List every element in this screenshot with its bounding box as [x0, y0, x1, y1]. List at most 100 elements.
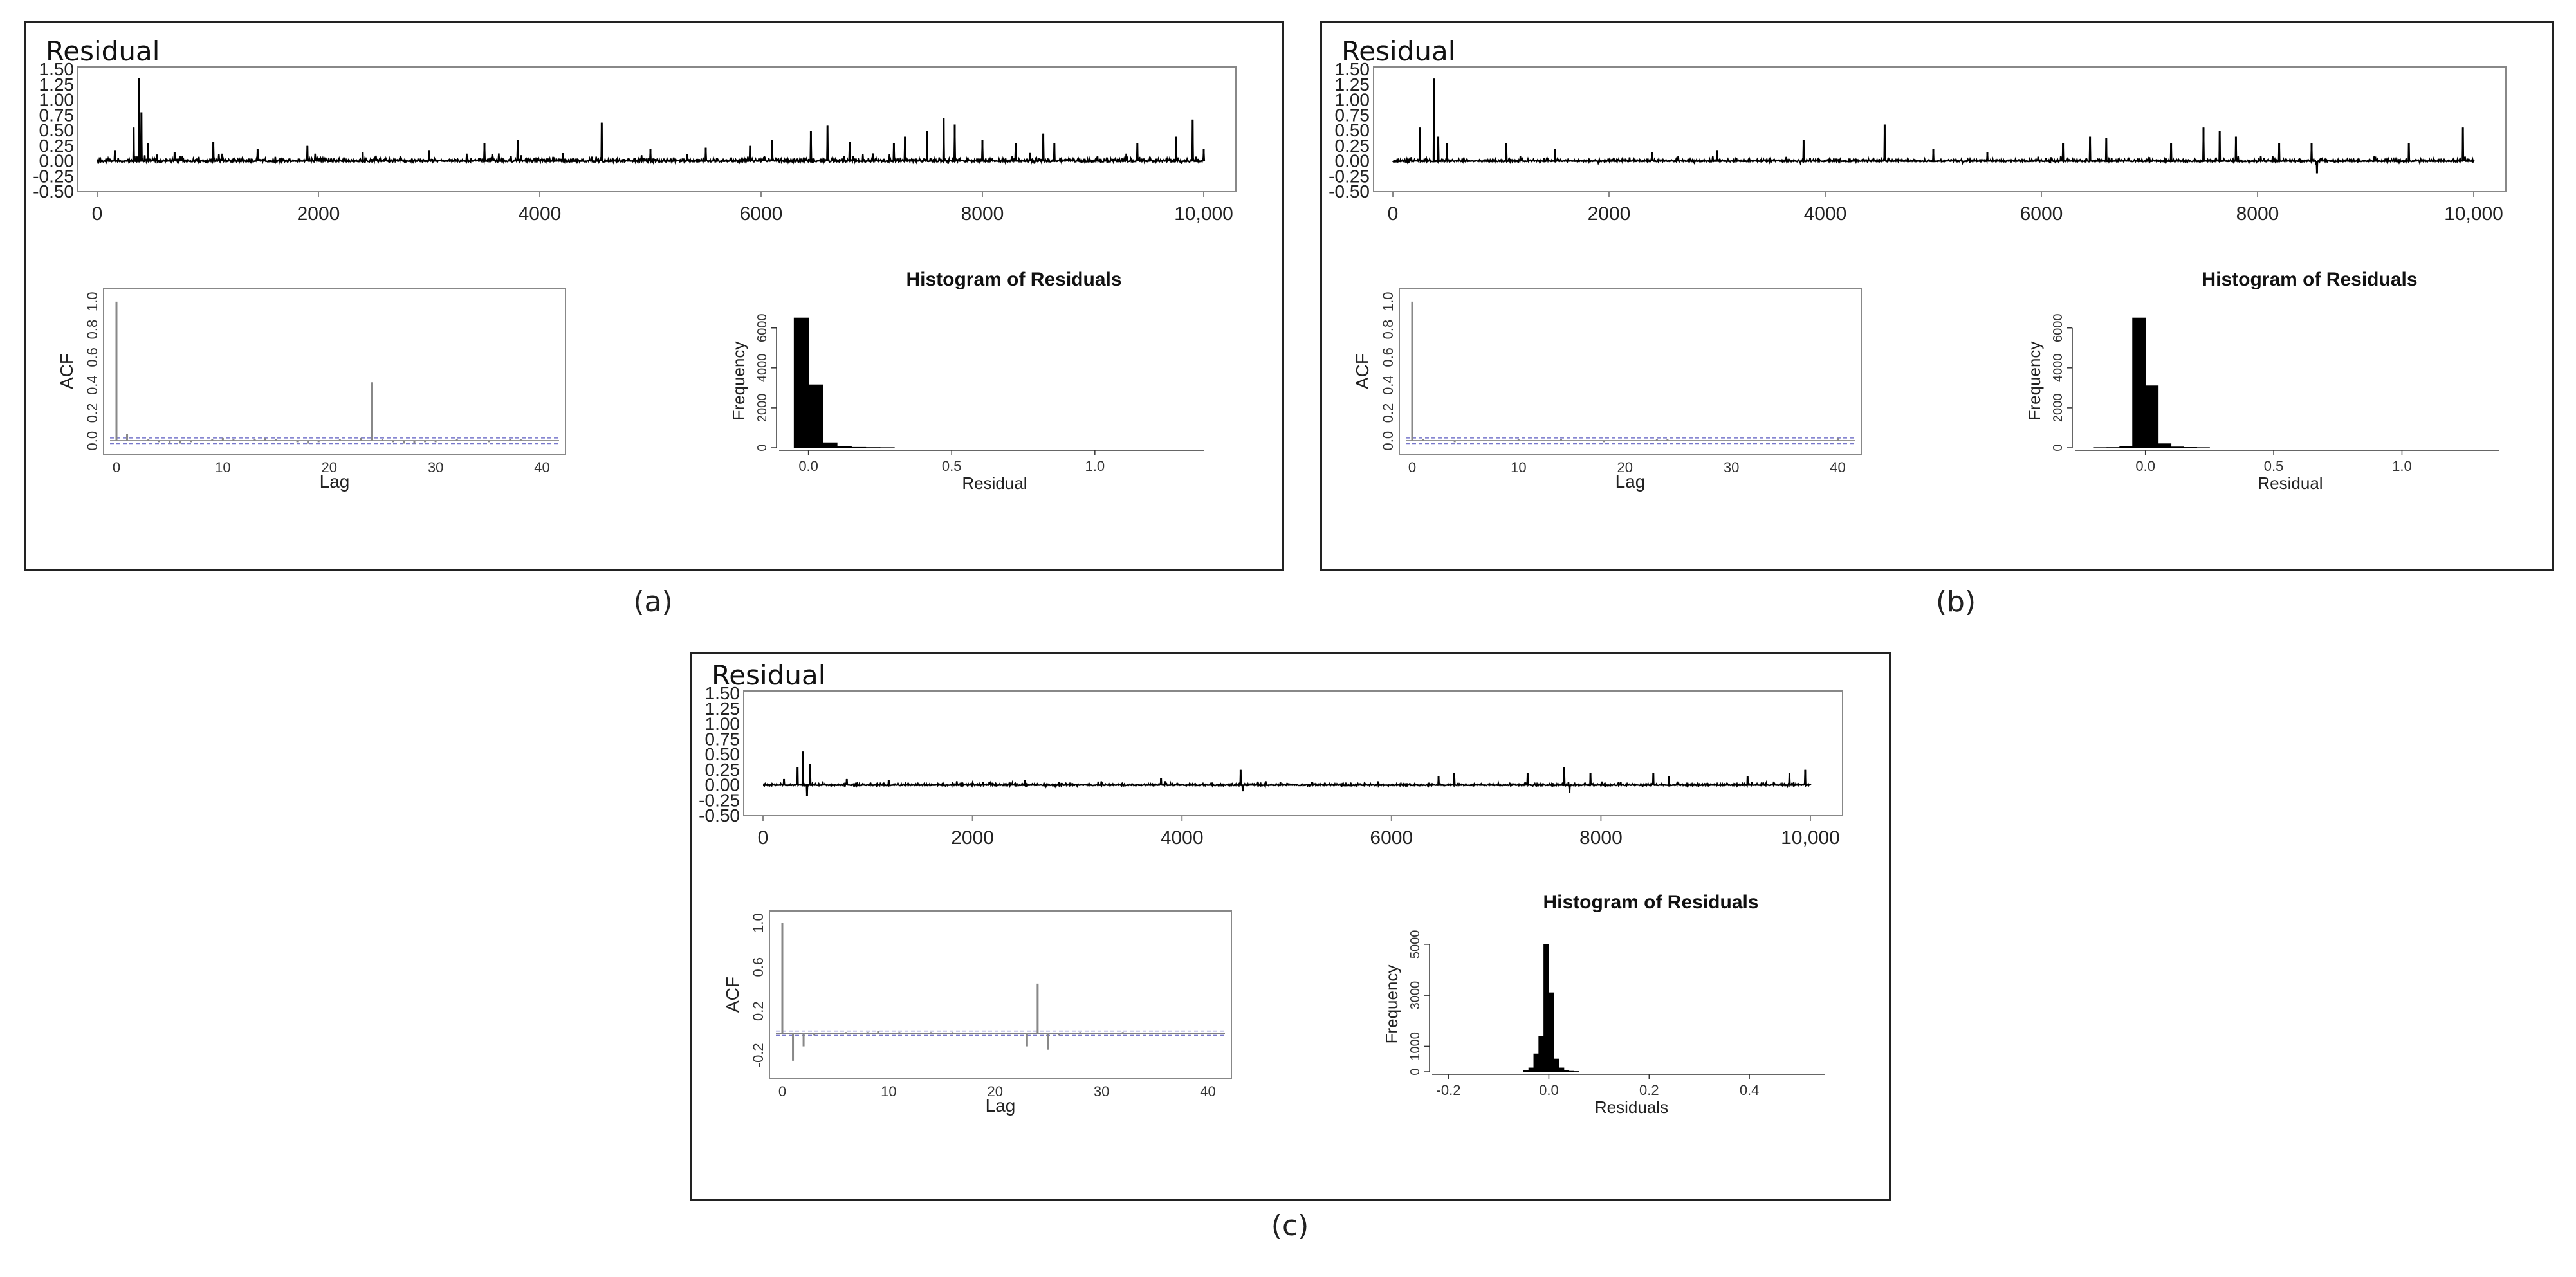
residual-xtick-label: 6000 — [740, 203, 783, 225]
residual-xtick-label: 4000 — [1804, 203, 1847, 225]
histogram-bar — [1548, 992, 1554, 1072]
acf-frame — [769, 910, 1232, 1079]
histogram-plot: Histogram of Residuals 0 1000 3000 5000 -0.2 0… — [1382, 892, 1825, 1117]
histogram-xtick-label: 0.0 — [798, 458, 818, 474]
acf-ytick-label: 0.6 — [1380, 347, 1396, 367]
acf-xtick-label: 40 — [1200, 1083, 1215, 1099]
acf-ylabel: ACF — [722, 977, 742, 1013]
histogram-xtick-label: 1.0 — [1085, 458, 1105, 474]
acf-ytick-label: 1.0 — [1380, 292, 1396, 312]
histogram-bar — [1523, 1070, 1529, 1072]
caption-b: (b) — [1935, 585, 1976, 618]
histogram-ytick-label: 1000 — [1408, 1032, 1422, 1061]
histogram-xlabel: Residual — [962, 473, 1027, 493]
residual-ytick-label: 0.50 — [39, 120, 75, 140]
histogram-ytick-label: 0 — [1408, 1068, 1422, 1075]
residual-ytick-label: 0.75 — [705, 729, 741, 749]
acf-xtick-label: 40 — [1830, 459, 1845, 475]
residual-ytick-label: 0.00 — [39, 151, 75, 171]
residual-ytick-label: 0.25 — [39, 136, 75, 156]
caption-c: (c) — [1271, 1209, 1309, 1242]
acf-xtick-label: 0 — [113, 459, 120, 475]
acf-ytick-label: 0.8 — [84, 320, 100, 340]
residual-ytick-label: 0.00 — [705, 775, 741, 795]
acf-ytick-label: 0.0 — [84, 431, 100, 451]
acf-ylabel: ACF — [1352, 353, 1372, 389]
acf-xlabel: Lag — [986, 1096, 1016, 1116]
histogram-bar — [1569, 1070, 1574, 1072]
histogram-bar — [793, 317, 809, 448]
residual-plot: Residual-0.50-0.250.000.250.500.751.001.… — [699, 659, 1843, 849]
acf-ytick-label: 0.6 — [84, 347, 100, 367]
histogram-ytick-label: 4000 — [2051, 354, 2065, 383]
residual-title: Residual — [46, 35, 160, 67]
residual-series-line — [762, 751, 1812, 796]
residual-xtick-label: 6000 — [2020, 203, 2063, 225]
caption-a: (a) — [633, 585, 673, 618]
acf-ytick-label: -0.2 — [750, 1043, 766, 1067]
residual-ytick-label: 0.00 — [1335, 151, 1370, 171]
acf-ytick-label: 0.2 — [750, 1001, 766, 1021]
histogram-ylabel: Frequency — [729, 342, 748, 421]
histogram-bar — [2145, 385, 2159, 448]
histogram-bar — [2132, 317, 2146, 448]
residual-ytick-label: -0.25 — [33, 166, 74, 186]
acf-ytick-label: 0.8 — [1380, 320, 1396, 340]
acf-ytick-label: 0.2 — [1380, 403, 1396, 423]
residual-xtick-label: 8000 — [2236, 203, 2279, 225]
acf-plot: -0.2 0.2 0.6 1.0 0 10 20 30 40 Lag ACF — [722, 910, 1232, 1116]
histogram-bar — [2171, 446, 2185, 448]
acf-ytick-label: 0.4 — [84, 375, 100, 395]
residual-ytick-label: -0.50 — [33, 181, 74, 201]
residual-xtick-label: 2000 — [951, 827, 994, 849]
histogram-ytick-label: 0 — [755, 444, 769, 451]
residual-xtick-label: 2000 — [1588, 203, 1631, 225]
acf-xtick-label: 10 — [215, 459, 230, 475]
histogram-bar — [808, 384, 823, 448]
residual-ytick-label: 0.75 — [1335, 105, 1370, 125]
residual-ytick-label: 1.50 — [1335, 59, 1370, 79]
acf-xtick-label: 10 — [881, 1083, 896, 1099]
residual-plot: Residual-0.50-0.250.000.250.500.751.001.… — [1329, 35, 2507, 225]
histogram-ytick-label: 2000 — [2051, 394, 2065, 423]
acf-ytick-label: 1.0 — [84, 292, 100, 312]
acf-xtick-label: 40 — [534, 459, 549, 475]
histogram-bar — [1543, 944, 1549, 1072]
histogram-xtick-label: 0.0 — [1539, 1082, 1559, 1098]
histogram-plot: Histogram of Residuals 0 2000 4000 6000 0.0 0.… — [729, 269, 1204, 493]
acf-plot: 0.0 0.2 0.4 0.6 0.8 1.0 0 10 20 30 40 Lag ACF — [1352, 288, 1862, 492]
residual-ytick-label: -0.50 — [699, 805, 740, 825]
acf-ytick-label: 0.4 — [1380, 375, 1396, 395]
residual-xtick-label: 0 — [1388, 203, 1399, 225]
residual-xtick-label: 6000 — [1370, 827, 1413, 849]
histogram-bar — [1528, 1067, 1534, 1072]
histogram-bar — [2158, 443, 2172, 448]
residual-frame — [1373, 66, 2507, 192]
residual-ytick-label: 1.50 — [39, 59, 75, 79]
residual-ytick-label: 1.00 — [39, 90, 75, 110]
residual-ytick-label: 0.50 — [705, 744, 741, 764]
histogram-ytick-label: 2000 — [755, 394, 769, 423]
chart-panel-c: Residual-0.50-0.250.000.250.500.751.001.… — [699, 659, 1843, 1117]
acf-ytick-label: 0.2 — [84, 403, 100, 423]
residual-ytick-label: 1.00 — [1335, 90, 1370, 110]
residual-ytick-label: -0.25 — [1329, 166, 1370, 186]
residual-ytick-label: -0.25 — [699, 790, 740, 810]
histogram-xlabel: Residuals — [1595, 1098, 1668, 1117]
histogram-ylabel: Frequency — [1382, 965, 1401, 1044]
histogram-bar — [1563, 1070, 1570, 1072]
residual-xtick-label: 4000 — [1161, 827, 1204, 849]
acf-ytick-label: 0.6 — [750, 957, 766, 977]
residual-ytick-label: 1.00 — [705, 714, 741, 734]
chart-panel-a: Residual-0.50-0.250.000.250.500.751.001.… — [33, 35, 1237, 493]
residual-xtick-label: 4000 — [519, 203, 562, 225]
residual-title: Residual — [712, 659, 825, 691]
acf-xtick-label: 10 — [1511, 459, 1526, 475]
histogram-bar — [1558, 1067, 1565, 1072]
acf-frame — [1399, 288, 1862, 455]
residual-frame — [77, 66, 1237, 192]
residual-xtick-label: 8000 — [1579, 827, 1623, 849]
acf-ytick-label: 1.0 — [750, 913, 766, 933]
histogram-xtick-label: 1.0 — [2392, 458, 2412, 474]
panel-c: Residual -0.50 -0.25 0.00 0.25 0.50 0.75 1.00 1.… — [690, 652, 1891, 1201]
